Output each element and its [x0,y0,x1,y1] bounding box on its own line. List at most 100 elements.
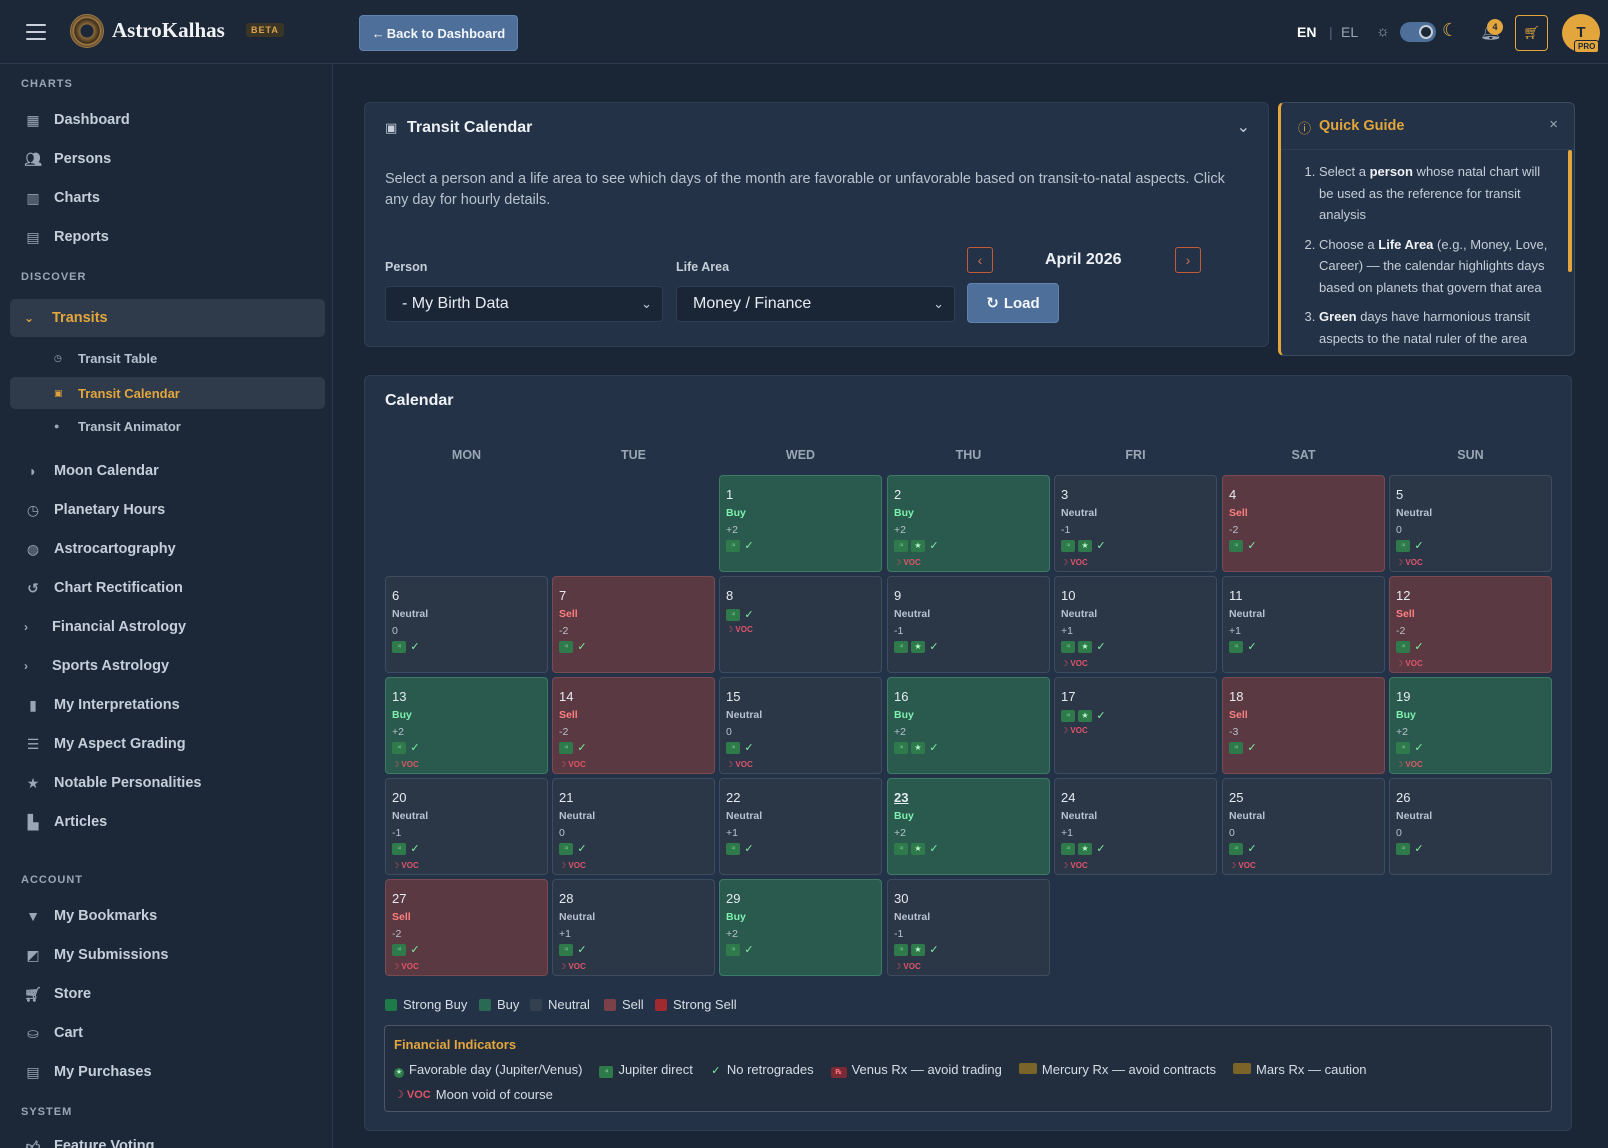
day-score: 0 [726,726,732,738]
calendar-day[interactable]: 17 ♃ ★ ✓ ☽ VOC [1054,677,1217,774]
calendar-day[interactable]: 6 Neutral 0 ♃ ✓ [385,576,548,673]
day-indicators: ♃ ★ ✓ [894,944,940,956]
calendar-day[interactable]: 25 Neutral 0 ♃ ✓ ☽ VOC [1222,778,1385,875]
sidebar-item-transit-calendar[interactable]: ▣ Transit Calendar [10,377,325,409]
close-icon[interactable]: × [1549,116,1558,133]
menu-icon[interactable] [26,24,46,40]
load-button[interactable]: ↻ Load [967,283,1059,323]
sidebar-item-planetary-hours[interactable]: ◷ Planetary Hours [10,492,325,528]
guide-scrollbar[interactable] [1568,150,1572,272]
basket-icon: ⛀ [27,1024,39,1041]
sidebar-item-my-bookmarks[interactable]: ▼ My Bookmarks [10,898,325,934]
calendar-day[interactable]: 22 Neutral +1 ♃ ✓ [719,778,882,875]
calendar-day[interactable]: 5 Neutral 0 ♃ ✓ ☽ VOC [1389,475,1552,572]
life-area-select[interactable]: Money / Finance ⌄ [676,286,955,322]
voc-badge: ☽ VOC [392,760,419,769]
sidebar-item-astrocartography[interactable]: ◍ Astrocartography [10,531,325,567]
calendar-day[interactable]: 3 Neutral -1 ♃ ★ ✓ ☽ VOC [1054,475,1217,572]
brand-name[interactable]: AstroKalhas [112,18,225,42]
calendar-day[interactable]: 13 Buy +2 ♃ ✓ ☽ VOC [385,677,548,774]
check-icon: ✓ [410,843,420,855]
sidebar-item-transit-table[interactable]: ◷ Transit Table [10,342,325,374]
legend-swatch [479,998,491,1011]
sidebar-item-transit-animator[interactable]: ● Transit Animator [10,410,325,442]
logo[interactable] [70,14,104,48]
favorable-star-icon: ★ [911,641,925,653]
calendar-day[interactable]: 9 Neutral -1 ♃ ★ ✓ [887,576,1050,673]
calendar-day[interactable]: 14 Sell -2 ♃ ✓ ☽ VOC [552,677,715,774]
calendar-day[interactable]: 30 Neutral -1 ♃ ★ ✓ ☽ VOC [887,879,1050,976]
jupiter-direct-icon: ♃ [894,641,908,653]
next-month-button[interactable]: › [1175,247,1201,273]
guide-item: Choose a Life Area (e.g., Money, Love, C… [1319,234,1551,299]
sidebar-item-cart[interactable]: ⛀ Cart [10,1015,325,1051]
calendar-day[interactable]: 4 Sell -2 ♃ ✓ [1222,475,1385,572]
sidebar-item-chart-rectification[interactable]: ↺ Chart Rectification [10,570,325,606]
legend-swatch [655,998,667,1011]
store-icon: 🛒︎ [24,985,42,1002]
calendar-day[interactable]: 23 Buy +2 ♃ ★ ✓ [887,778,1050,875]
beta-badge: BETA [246,23,284,37]
day-signal: Neutral [559,911,596,923]
sidebar-item-dashboard[interactable]: ▦ Dashboard [10,102,325,138]
prev-month-button[interactable]: ‹ [967,247,993,273]
calendar-day[interactable]: 19 Buy +2 ♃ ✓ ☽ VOC [1389,677,1552,774]
sidebar-item-my-purchases[interactable]: ▤ My Purchases [10,1054,325,1090]
calendar-day[interactable]: 16 Buy +2 ♃ ★ ✓ [887,677,1050,774]
check-icon: ✓ [577,641,587,653]
sidebar-item-my-submissions[interactable]: ◩ My Submissions [10,937,325,973]
day-score: +1 [726,827,738,839]
calendar-day[interactable]: 12 Sell -2 ♃ ✓ ☽ VOC [1389,576,1552,673]
day-number: 20 [392,790,407,805]
sidebar-item-charts[interactable]: ▥ Charts [10,180,325,216]
day-number: 27 [392,891,407,906]
lang-el[interactable]: EL [1341,24,1359,40]
lang-en[interactable]: EN [1297,24,1317,40]
sidebar-item-persons[interactable]: 👥︎ Persons [10,141,325,177]
day-number: 24 [1061,790,1076,805]
day-score: -2 [559,625,569,637]
cart-icon[interactable]: 🛒︎ [1515,15,1548,51]
weekday-header: WED [785,448,816,462]
financial-indicators: Financial Indicators ★ Favorable day (Jup… [384,1025,1552,1112]
calendar-day[interactable]: 28 Neutral +1 ♃ ✓ ☽ VOC [552,879,715,976]
sidebar-item-transits[interactable]: ⌄ Transits [10,299,325,337]
sidebar-item-financial-astrology[interactable]: › Financial Astrology [10,609,325,645]
calendar-day[interactable]: 15 Neutral 0 ♃ ✓ ☽ VOC [719,677,882,774]
calendar-day[interactable]: 18 Sell -3 ♃ ✓ [1222,677,1385,774]
sidebar-item-sports-astrology[interactable]: › Sports Astrology [10,648,325,684]
calendar-day[interactable]: 1 Buy +2 ♃ ✓ [719,475,882,572]
sidebar-item-notable-personalities[interactable]: ★ Notable Personalities [10,765,325,801]
sidebar-item-reports[interactable]: ▤ Reports [10,219,325,255]
theme-toggle[interactable] [1400,22,1436,42]
chevron-down-icon[interactable]: ⌄ [1236,119,1250,136]
sidebar-item-moon-calendar[interactable]: ◗ Moon Calendar [10,453,325,489]
guide-bold: person [1369,164,1413,179]
chevron-down-icon: ⌄ [24,311,35,325]
calendar-day[interactable]: 20 Neutral -1 ♃ ✓ ☽ VOC [385,778,548,875]
calendar-day[interactable]: 21 Neutral 0 ♃ ✓ ☽ VOC [552,778,715,875]
person-select[interactable]: - My Birth Data ⌄ [385,286,663,322]
calendar-day[interactable]: 8 ♃ ✓ ☽ VOC [719,576,882,673]
sidebar-item-label: Planetary Hours [54,502,166,518]
calendar-day[interactable]: 29 Buy +2 ♃ ✓ [719,879,882,976]
calendar-day[interactable]: 10 Neutral +1 ♃ ★ ✓ ☽ VOC [1054,576,1217,673]
calendar-day[interactable]: 2 Buy +2 ♃ ★ ✓ ☽ VOC [887,475,1050,572]
jupiter-direct-icon: ♃ [559,742,573,754]
sidebar-item-articles[interactable]: ▙ Articles [10,804,325,840]
arrow-left-icon: ← [371,25,385,41]
calendar-day[interactable]: 27 Sell -2 ♃ ✓ ☽ VOC [385,879,548,976]
sidebar-item-my-aspect-grading[interactable]: ☰ My Aspect Grading [10,726,325,762]
calendar-day[interactable]: 26 Neutral 0 ♃ ✓ [1389,778,1552,875]
calendar-day[interactable]: 24 Neutral +1 ♃ ★ ✓ ☽ VOC [1054,778,1217,875]
sidebar-item-store[interactable]: 🛒︎ Store [10,976,325,1012]
back-to-dashboard-button[interactable]: ← Back to Dashboard [359,15,518,51]
day-score: 0 [559,827,565,839]
day-score: 0 [1396,524,1402,536]
sidebar-item-label: Sports Astrology [52,658,170,674]
sidebar-item-my-interpretations[interactable]: ▮ My Interpretations [10,687,325,723]
bookmark-icon: ▼ [26,908,40,924]
sidebar-item-feature-voting[interactable]: 👍︎ Feature Voting [10,1128,325,1148]
calendar-day[interactable]: 7 Sell -2 ♃ ✓ [552,576,715,673]
calendar-day[interactable]: 11 Neutral +1 ♃ ✓ [1222,576,1385,673]
